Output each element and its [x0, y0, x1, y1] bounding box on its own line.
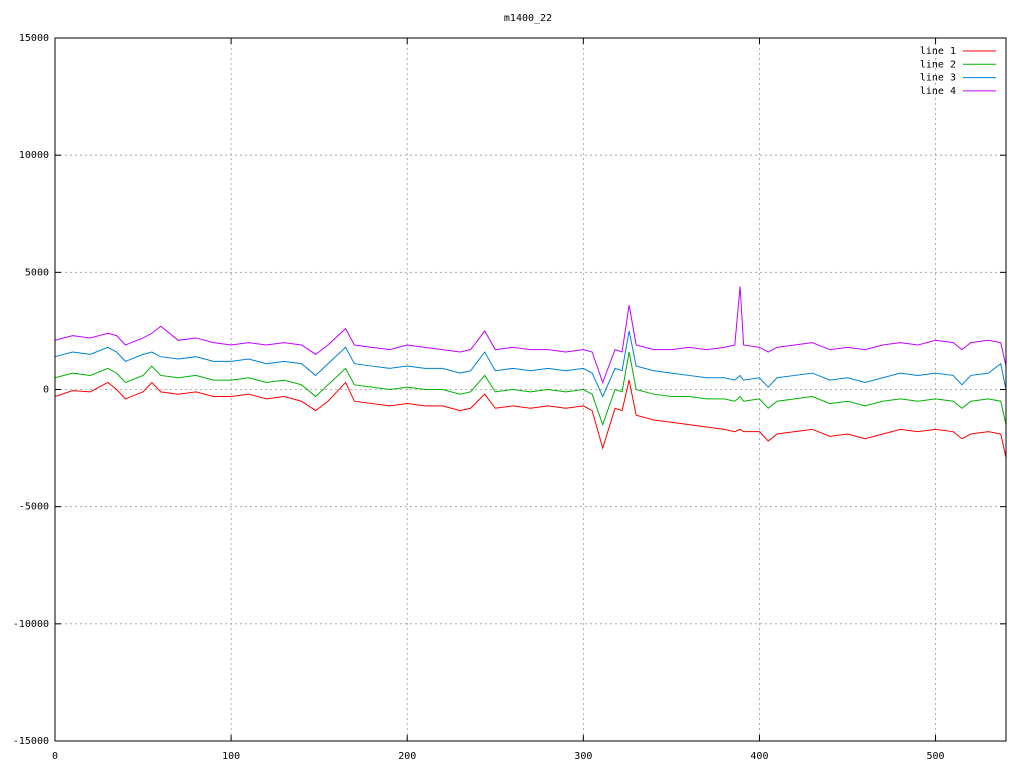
chart-title: m1400_22 [504, 13, 552, 24]
data-line [54, 330, 1007, 398]
x-tick-label: 0 [52, 751, 58, 762]
frame [54, 37, 1007, 742]
y-tick-label: 10000 [19, 150, 49, 161]
y-tick-label: 15000 [19, 33, 49, 44]
y-tick-label: -15000 [13, 736, 49, 747]
x-tick-label: 100 [222, 751, 240, 762]
data-line [54, 351, 1007, 427]
plot-area [54, 286, 1007, 458]
legend-label: line 2 [920, 59, 956, 70]
legend-label: line 1 [920, 46, 956, 57]
y-tick-label: 5000 [25, 267, 49, 278]
x-tick-label: 300 [574, 751, 592, 762]
legend-label: line 3 [920, 73, 956, 84]
y-tick-label: -10000 [13, 619, 49, 630]
data-line [54, 286, 1007, 384]
legend: line 1 line 2 line 3 line 4 [920, 46, 996, 97]
data-line [54, 380, 1007, 458]
y-tick-label: 0 [43, 385, 49, 396]
legend-label: line 4 [920, 86, 956, 97]
x-tick-label: 400 [750, 751, 768, 762]
x-tick-label: 200 [398, 751, 416, 762]
x-tick-label: 500 [927, 751, 945, 762]
y-tick-label: -5000 [19, 502, 49, 513]
